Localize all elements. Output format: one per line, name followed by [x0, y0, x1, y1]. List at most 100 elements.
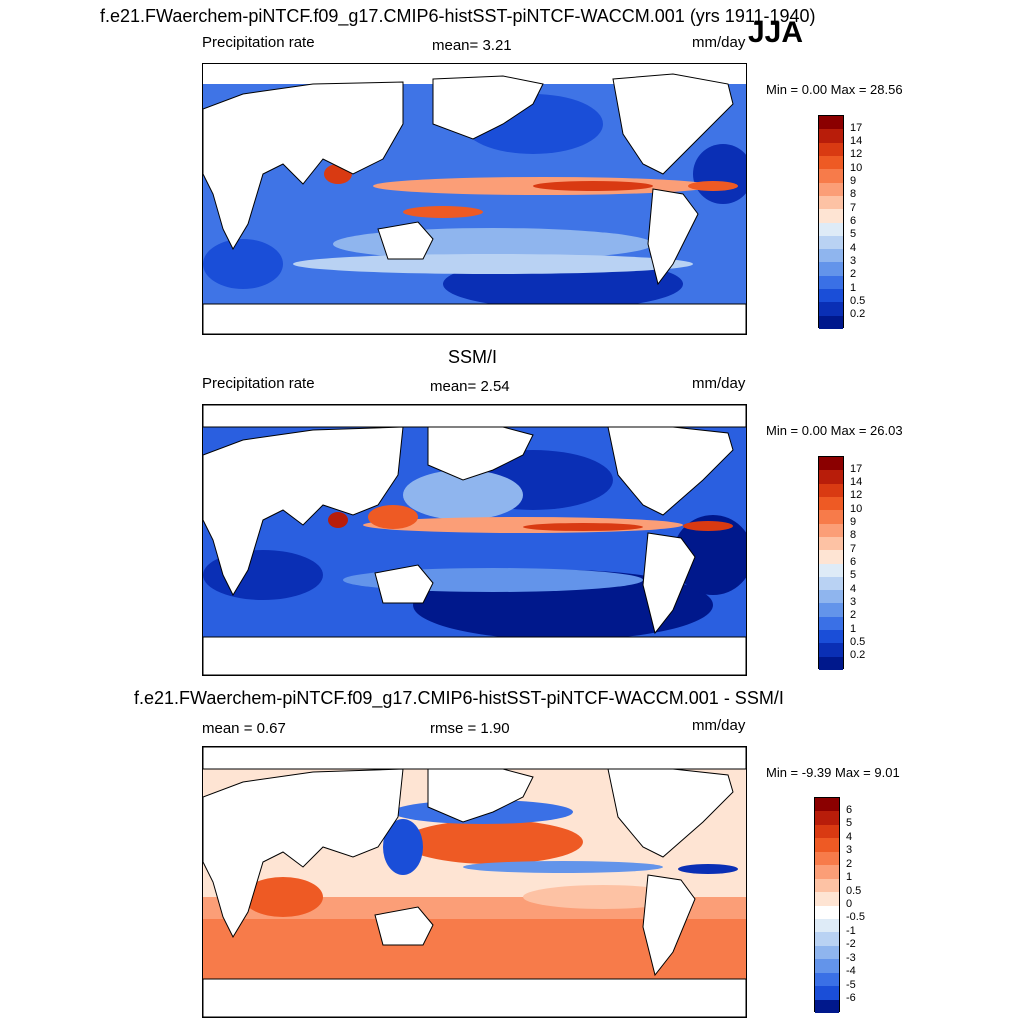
panel1-units-label: mm/day — [692, 34, 746, 51]
panel1-eurasia-africa — [203, 81, 404, 251]
colorbar-segment — [819, 643, 843, 657]
colorbar-segment — [815, 999, 839, 1013]
panel3-positive-anomaly — [523, 885, 683, 909]
colorbar-tick-label: -1 — [846, 924, 856, 937]
colorbar-tick-label: 4 — [850, 582, 857, 595]
colorbar-segment — [815, 959, 839, 973]
colorbar-tick-label: 9 — [850, 175, 857, 188]
panel1-map-plot — [203, 73, 746, 334]
colorbar-segment — [815, 798, 839, 812]
colorbar-segment — [819, 523, 843, 537]
colorbar-tick-label: 2 — [850, 268, 857, 281]
panel3-positive-anomaly — [243, 877, 323, 917]
panel2-itcz-core — [523, 523, 643, 531]
colorbar-segment — [815, 851, 839, 866]
panel2-arctic-nodata — [203, 405, 746, 428]
colorbar-tick-label: 3 — [846, 844, 853, 857]
panel2-moist-band — [403, 470, 523, 520]
panel1-australia — [377, 221, 434, 260]
panel3-north-america — [607, 768, 734, 858]
colorbar-tick-label: -0.5 — [846, 911, 865, 924]
panel1-itcz-core — [533, 181, 653, 191]
panel2-units-label: mm/day — [692, 375, 746, 392]
panel3-positive-anomaly — [403, 820, 583, 864]
panel2-variable-label: Precipitation rate — [202, 375, 315, 392]
colorbar-segment — [819, 510, 843, 524]
colorbar-tick-label: 0.5 — [850, 294, 866, 307]
colorbar-tick-label: 5 — [850, 228, 857, 241]
panel1-atlantic-itcz — [688, 181, 738, 191]
colorbar-segment — [819, 656, 843, 670]
colorbar-tick-label: 6 — [850, 215, 857, 227]
panel1-warm-pool — [403, 206, 483, 218]
colorbar-segment — [815, 972, 839, 987]
panel3-units-label: mm/day — [692, 717, 746, 734]
panel1-moist-band — [293, 254, 693, 274]
colorbar-tick-label: 0 — [846, 898, 853, 910]
panel2-continents — [203, 405, 746, 675]
colorbar-segment — [819, 563, 843, 577]
colorbar-segment — [815, 892, 839, 906]
colorbar-segment — [819, 249, 843, 263]
panel1-north-america — [612, 73, 734, 175]
colorbar-segment — [819, 222, 843, 236]
panel3-negative-anomaly — [678, 864, 738, 874]
colorbar-tick-label: 12 — [850, 148, 863, 161]
panel3-rmse-label: rmse = 1.90 — [430, 720, 510, 737]
panel3-arctic-nodata — [203, 747, 746, 770]
panel2-colorbar-box — [818, 456, 844, 670]
panel3-title: f.e21.FWaerchem-piNTCF.f09_g17.CMIP6-his… — [134, 688, 784, 708]
colorbar-tick-label: 8 — [850, 188, 857, 201]
colorbar-segment — [815, 945, 839, 960]
colorbar-segment — [819, 536, 843, 551]
panel1-asia — [432, 75, 544, 140]
colorbar-segment — [815, 918, 839, 933]
panel3-map-plot — [203, 747, 746, 1017]
colorbar-segment — [819, 315, 843, 329]
colorbar-segment — [815, 932, 839, 946]
panel3-minmax-label: Min = -9.39 Max = 9.01 — [766, 765, 900, 780]
panel1-colorbar-box — [818, 115, 844, 329]
colorbar-segment — [819, 457, 843, 471]
colorbar-tick-label: 4 — [846, 830, 853, 843]
colorbar-segment — [815, 838, 839, 852]
panel3-australia — [374, 906, 434, 946]
panel2-monsoon — [328, 512, 348, 528]
colorbar-tick-label: 14 — [850, 476, 863, 489]
panel2-asia — [427, 426, 534, 481]
panel2-minmax-label: Min = 0.00 Max = 26.03 — [766, 423, 903, 438]
colorbar-tick-label: 6 — [850, 556, 857, 568]
colorbar-tick-label: -3 — [846, 951, 856, 964]
colorbar-tick-label: 1 — [850, 281, 857, 294]
panel3-south-america — [642, 874, 696, 977]
colorbar-tick-label: 17 — [850, 462, 863, 475]
colorbar-tick-label: 5 — [850, 569, 857, 582]
colorbar-segment — [819, 590, 843, 604]
panel3-eurasia-africa — [203, 768, 404, 939]
colorbar-segment — [815, 986, 839, 1000]
colorbar-tick-label: 7 — [850, 542, 857, 555]
colorbar-segment — [819, 182, 843, 196]
colorbar-tick-label: 12 — [850, 489, 863, 502]
colorbar-segment — [819, 616, 843, 631]
panel2-dry-zone — [673, 515, 746, 595]
panel3-negative-anomaly — [383, 819, 423, 875]
colorbar-tick-label: 0.5 — [846, 884, 862, 897]
colorbar-segment — [815, 811, 839, 825]
panel1-continents — [203, 73, 746, 334]
colorbar-segment — [815, 878, 839, 893]
panel3-continents — [203, 747, 746, 1017]
colorbar-segment — [819, 209, 843, 223]
colorbar-segment — [819, 550, 843, 564]
panel2-warm-pool — [368, 505, 418, 529]
panel1-colorbar — [818, 115, 844, 329]
colorbar-tick-label: 0.5 — [850, 635, 866, 648]
colorbar-segment — [819, 129, 843, 143]
colorbar-tick-label: 1 — [850, 622, 857, 635]
colorbar-segment — [819, 470, 843, 484]
colorbar-tick-label: 6 — [846, 803, 853, 816]
colorbar-tick-label: 3 — [850, 595, 857, 608]
panel1-map — [202, 63, 747, 335]
panel3-colorbar-box — [814, 797, 840, 1013]
colorbar-segment — [819, 262, 843, 276]
